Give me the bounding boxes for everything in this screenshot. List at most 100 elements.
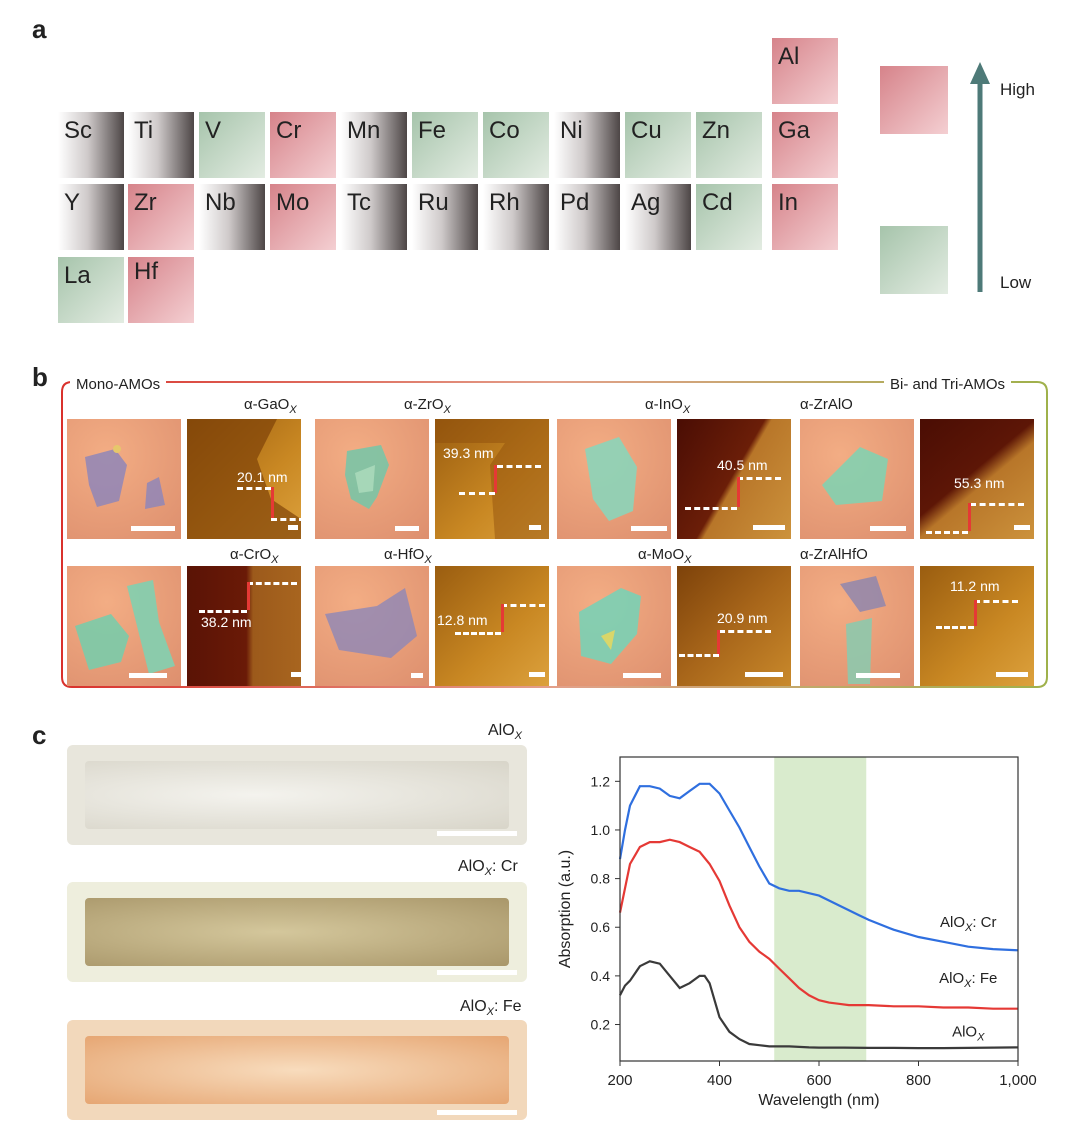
- step-marker: [459, 492, 495, 495]
- flake-shape: [85, 445, 165, 509]
- photo-subscript: X: [484, 866, 493, 879]
- element-symbol: Ga: [778, 117, 811, 144]
- material-subscript: X: [424, 554, 432, 566]
- x-tick-label: 800: [906, 1072, 931, 1089]
- optical-image: [800, 566, 914, 686]
- afm-image: 20.9 nm: [677, 566, 791, 686]
- optical-image: [800, 419, 914, 539]
- photo-subscript: X: [486, 1006, 495, 1019]
- flake-shape: [435, 419, 549, 539]
- flake-shape: [579, 588, 641, 664]
- series-line: [619, 960, 1019, 1050]
- y-tick-label: 0.4: [591, 968, 611, 984]
- afm-image: 12.8 nm: [435, 566, 549, 686]
- photo-suffix: : Fe: [494, 998, 522, 1015]
- step-height-label: 55.3 nm: [954, 475, 1005, 491]
- afm-image: 38.2 nm: [187, 566, 301, 686]
- step-marker: [926, 531, 968, 534]
- step-marker: [247, 582, 250, 610]
- afm-image: 40.5 nm: [677, 419, 791, 539]
- flake-shape: [840, 576, 886, 684]
- element-cell: Cd: [696, 184, 762, 250]
- material-name: α-CrO: [230, 546, 272, 563]
- element-symbol: Y: [64, 189, 81, 216]
- y-axis-title: Absorption (a.u.): [557, 850, 574, 968]
- step-marker: [974, 600, 1018, 603]
- element-cell: Mn: [341, 112, 407, 178]
- bi-tri-amos-header: Bi- and Tri-AMOs: [884, 376, 1012, 393]
- material-subscript: X: [682, 404, 691, 416]
- scale-bar: [437, 970, 517, 975]
- step-marker: [455, 632, 501, 635]
- photo-name: AlO: [458, 858, 485, 875]
- material-subscript: X: [684, 554, 692, 566]
- material-label: α-ZrAlHfO: [800, 546, 868, 566]
- highlight-band: [774, 757, 867, 1061]
- step-marker: [679, 654, 719, 657]
- optical-image: [67, 419, 181, 539]
- step-marker: [970, 503, 1024, 506]
- optical-image: [315, 419, 429, 539]
- step-marker: [501, 604, 545, 607]
- panel-a-label: a: [32, 14, 47, 44]
- element-cell: Ti: [128, 112, 194, 178]
- material-label: α-HfOX: [384, 546, 432, 566]
- step-marker: [936, 626, 974, 629]
- material-label: α-InOX: [645, 396, 690, 416]
- element-cell: V: [199, 112, 265, 178]
- scale-bar: [996, 672, 1028, 677]
- element-cell: Y: [58, 184, 124, 250]
- element-cell: Mo: [270, 184, 336, 250]
- step-marker: [717, 630, 720, 656]
- element-symbol: Ag: [631, 189, 661, 216]
- material-name: α-ZrO: [404, 396, 444, 413]
- powder-photo: [67, 882, 527, 982]
- element-symbol: Fe: [418, 117, 447, 144]
- material-subscript: X: [271, 554, 279, 566]
- panel-b-label: b: [32, 362, 48, 392]
- y-tick-label: 0.2: [591, 1017, 611, 1033]
- element-symbol: Zr: [134, 189, 157, 216]
- element-cell: Co: [483, 112, 549, 178]
- photo-name: AlO: [460, 998, 487, 1015]
- flake-shape: [585, 437, 637, 521]
- scale-bar: [631, 526, 667, 531]
- element-symbol: Ru: [418, 189, 449, 216]
- element-cell: Cr: [270, 112, 336, 178]
- y-tick-label: 1.0: [591, 822, 611, 838]
- optical-image: [67, 566, 181, 686]
- scale-bar: [856, 673, 900, 678]
- scale-bar: [529, 672, 545, 677]
- scale-bar: [288, 525, 298, 530]
- optical-image: [557, 566, 671, 686]
- photo-label: AlOX: Fe: [460, 998, 522, 1018]
- element-cell: Rh: [483, 184, 549, 250]
- flake-shape: [345, 445, 389, 509]
- step-height-label: 20.1 nm: [237, 469, 288, 485]
- element-symbol: La: [64, 262, 91, 289]
- step-marker: [974, 600, 977, 626]
- powder-surface: [85, 761, 509, 829]
- x-tick-label: 200: [607, 1072, 632, 1089]
- material-label: α-ZrOX: [404, 396, 451, 416]
- element-cell: Ag: [625, 184, 691, 250]
- scale-bar: [753, 525, 785, 530]
- step-marker: [737, 477, 781, 480]
- step-marker: [968, 503, 971, 531]
- powder-surface: [85, 1036, 509, 1104]
- arrow-up-icon: [970, 62, 990, 292]
- series-label: AlOX: [952, 1024, 985, 1044]
- scale-bar: [437, 1110, 517, 1115]
- element-symbol: Pd: [560, 189, 590, 216]
- element-cell: Sc: [58, 112, 124, 178]
- material-subscript: X: [289, 404, 297, 416]
- element-cell: Cu: [625, 112, 691, 178]
- element-cell: Hf: [128, 257, 194, 323]
- element-symbol: Sc: [64, 117, 93, 144]
- legend-high-label: High: [1000, 80, 1035, 99]
- step-height-label: 39.3 nm: [443, 445, 494, 461]
- step-height-label: 11.2 nm: [950, 578, 1000, 594]
- step-marker: [494, 465, 497, 493]
- step-height-label: 40.5 nm: [717, 457, 768, 473]
- photo-name: AlO: [488, 722, 515, 739]
